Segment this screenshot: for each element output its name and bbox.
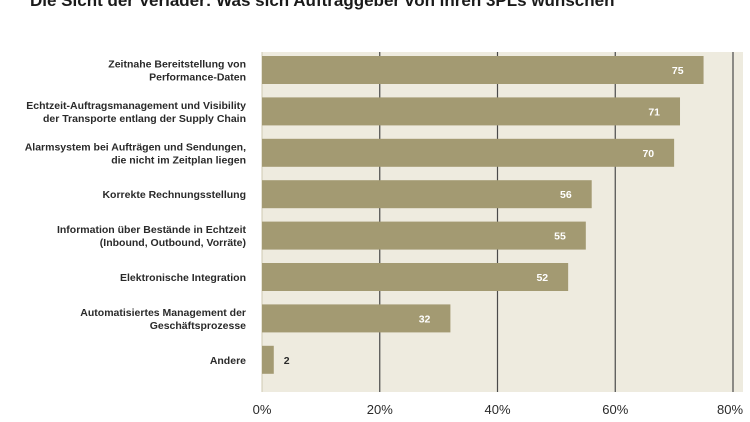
category-label: Alarmsystem bei Aufträgen und Sendungen,… — [25, 141, 246, 166]
category-label: Andere — [210, 355, 246, 367]
bar — [262, 221, 586, 250]
bar-value-label: 2 — [284, 355, 290, 367]
bar — [262, 56, 704, 84]
category-label: Automatisiertes Management der Geschäftsp… — [80, 307, 246, 332]
bar-value-label: 71 — [648, 106, 660, 118]
bar-value-label: 75 — [672, 65, 684, 77]
category-label: Elektronische Integration — [120, 272, 246, 284]
bar-value-label: 56 — [560, 189, 572, 201]
category-label: Information über Bestände in Echtzeit (In… — [57, 224, 247, 249]
category-label: Echtzeit-Auftragsmanagement und Visibili… — [26, 100, 246, 125]
bar-value-label: 55 — [554, 231, 566, 243]
bar — [262, 180, 592, 209]
bar — [262, 345, 274, 374]
bar — [262, 304, 451, 333]
x-axis-ticks: 0% 20% 40% 60% 80% — [253, 402, 744, 417]
bar-value-label: 70 — [642, 148, 654, 160]
x-tick-label: 60% — [602, 402, 628, 417]
x-tick-label: 0% — [253, 402, 272, 417]
x-tick-label: 20% — [367, 402, 393, 417]
category-label: Korrekte Rechnungsstellung — [102, 189, 246, 201]
bars: 75 71 70 56 55 52 32 2 — [262, 56, 704, 374]
bar — [262, 97, 681, 126]
x-tick-label: 40% — [484, 402, 510, 417]
category-labels: Zeitnahe Bereitstellung von Performance-D… — [25, 59, 247, 367]
bar — [262, 138, 675, 167]
bar-value-label: 52 — [536, 272, 548, 284]
bar-value-label: 32 — [419, 313, 431, 325]
x-tick-label: 80% — [717, 402, 743, 417]
bar — [262, 263, 569, 291]
category-label: Zeitnahe Bereitstellung von Performance-D… — [108, 59, 246, 84]
chart-title: Die Sicht der Verlader: Was sich Auftrag… — [30, 0, 615, 10]
